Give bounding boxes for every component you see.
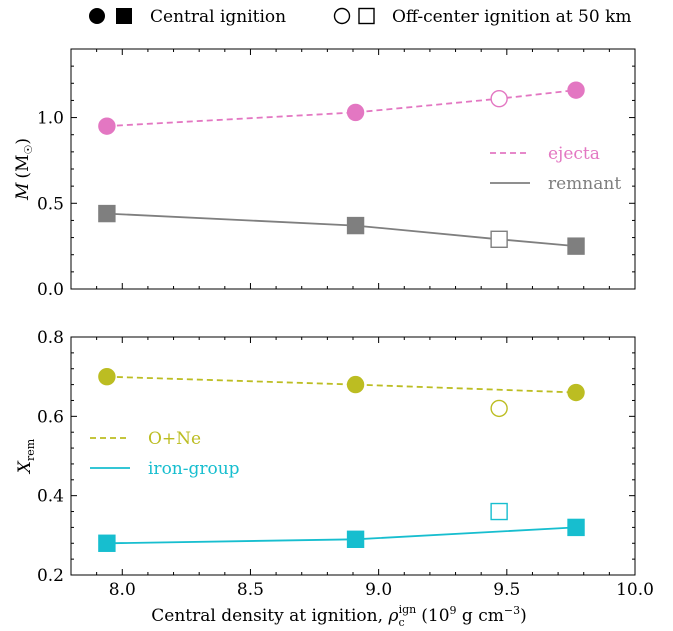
point-ejecta xyxy=(490,90,508,108)
bottom-ylabel-sub: rem xyxy=(24,438,37,461)
xlabel-units-open: (10 xyxy=(421,606,449,626)
bottom-ticks: 0.2 0.4 0.6 0.8 8.0 8.5 9.0 9.5 10.0 xyxy=(37,328,654,600)
y-tick-label: 1.0 xyxy=(37,109,64,129)
bottom-ylabel: Xrem xyxy=(15,438,37,475)
xlabel-sub: c xyxy=(398,616,404,629)
legend-filled-circle-icon xyxy=(89,8,105,24)
top-panel: 0.0 0.5 1.0 ejecta remnant M (M☉) xyxy=(13,48,636,300)
x-tick-label: 10.0 xyxy=(616,580,654,600)
point-iron-group xyxy=(98,534,116,552)
xlabel-units-mid: g cm xyxy=(457,606,504,626)
top-ylabel-close: ) xyxy=(13,138,33,145)
x-tick-label: 9.5 xyxy=(493,580,520,600)
xlabel-nine: 9 xyxy=(450,604,457,617)
y-tick-label: 0.4 xyxy=(37,487,64,507)
top-legend: Central ignition Off-center ignition at … xyxy=(89,7,632,27)
legend-label-ejecta: ejecta xyxy=(548,144,600,164)
xlabel-units-close: ) xyxy=(520,606,527,626)
series-line-iron-group xyxy=(106,526,577,545)
point-iron-group xyxy=(567,518,585,537)
top-panel-legend: ejecta remnant xyxy=(490,144,621,194)
point-remnant xyxy=(98,204,116,223)
legend-label-remnant: remnant xyxy=(548,174,621,194)
point-iron-group xyxy=(490,502,508,521)
point-O+Ne xyxy=(346,375,365,394)
y-tick-label: 0.5 xyxy=(37,194,64,214)
y-tick-label: 0.2 xyxy=(37,566,64,586)
bottom-series-markers xyxy=(98,367,585,552)
top-series-markers xyxy=(98,81,585,255)
legend-label-O+Ne: O+Ne xyxy=(148,429,201,449)
x-tick-label: 8.0 xyxy=(109,580,136,600)
bottom-panel: 0.2 0.4 0.6 0.8 8.0 8.5 9.0 9.5 10.0 O+Ne iron-gr… xyxy=(15,328,654,600)
x-tick-label: 8.5 xyxy=(237,580,264,600)
x-axis-label: Central density at ignition, ρcign (109 g… xyxy=(151,603,526,629)
xlabel-prefix: Central density at ignition, xyxy=(151,606,388,626)
point-O+Ne xyxy=(567,383,585,402)
x-tick-label: 9.0 xyxy=(365,580,392,600)
top-ticks: 0.0 0.5 1.0 xyxy=(37,48,636,300)
top-ylabel-units: (M xyxy=(13,155,33,179)
point-O+Ne xyxy=(98,367,116,386)
series-line-ejecta xyxy=(106,89,577,127)
legend-open-circle-icon xyxy=(333,7,351,25)
point-remnant xyxy=(567,237,585,255)
series-line-O+Ne xyxy=(106,375,577,394)
top-ylabel: M (M☉) xyxy=(13,138,35,201)
series-line-remnant xyxy=(106,212,577,247)
xlabel-neg3: −3 xyxy=(504,604,520,617)
point-remnant xyxy=(490,230,508,248)
point-ejecta xyxy=(98,117,116,135)
legend-offcenter-label: Off-center ignition at 50 km xyxy=(392,7,632,27)
point-ejecta xyxy=(346,103,365,122)
legend-filled-square-icon xyxy=(116,8,132,24)
point-iron-group xyxy=(346,530,365,548)
y-tick-label: 0.0 xyxy=(37,280,64,300)
bottom-ylabel-x: X xyxy=(15,460,35,475)
xlabel-sup: ign xyxy=(399,603,417,616)
legend-open-square-icon xyxy=(358,7,375,25)
xlabel-rho: ρ xyxy=(387,606,398,626)
top-ylabel-sun: ☉ xyxy=(22,145,35,155)
bottom-panel-legend: O+Ne iron-group xyxy=(90,429,240,479)
y-tick-label: 0.6 xyxy=(37,407,64,427)
legend-label-iron-group: iron-group xyxy=(148,459,240,479)
legend-central-label: Central ignition xyxy=(150,7,286,27)
y-tick-label: 0.8 xyxy=(37,328,64,348)
top-ylabel-m: M xyxy=(13,182,33,201)
top-series-lines xyxy=(106,89,577,247)
point-ejecta xyxy=(567,81,585,99)
point-O+Ne xyxy=(490,399,508,418)
top-plot-frame xyxy=(70,48,636,290)
point-remnant xyxy=(346,216,365,235)
